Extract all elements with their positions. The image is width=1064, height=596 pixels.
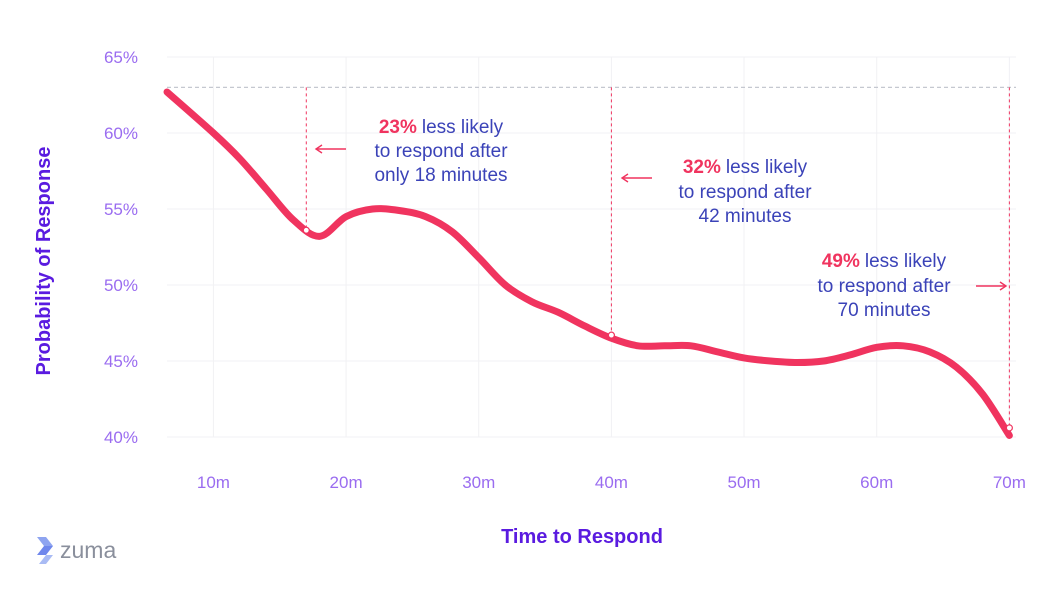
y-tick-label: 50% [104,276,138,295]
zuma-logo-icon [37,537,53,564]
annotation-1-arrow [314,144,346,154]
annotation-1-line1-text: 23% less likely [379,117,504,138]
annotation-3: 49% less likely to respond after 70 minut… [817,251,1008,321]
annotation-3-line2: to respond after [817,276,951,297]
annotation-3-arrow [976,281,1008,291]
annotation-2: 32% less likely to respond after 42 minut… [620,157,812,227]
x-tick-label: 60m [860,473,893,492]
annotation-1-line2: to respond after [374,141,508,162]
annotation-3-line3: 70 minutes [838,300,931,321]
annotation-marker-1 [302,226,310,234]
zuma-logo: zuma [37,537,116,564]
annotation-3-pct: 49% [822,251,860,272]
y-tick-label: 60% [104,124,138,143]
x-tick-label: 70m [993,473,1026,492]
annotation-2-arrow [620,173,652,183]
y-axis-ticks: 65% 60% 55% 50% 45% 40% [104,48,138,447]
y-tick-label: 65% [104,48,138,67]
y-tick-label: 55% [104,200,138,219]
annotation-2-line1: less likely [726,157,808,178]
zuma-logo-text: zuma [60,537,116,563]
series-line [163,88,1013,439]
x-tick-label: 40m [595,473,628,492]
annotation-3-line1: less likely [865,251,947,272]
annotation-1-line3: only 18 minutes [374,165,507,186]
annotation-marker-2 [607,331,615,339]
annotation-2-line1-text: 32% less likely [683,157,808,178]
x-axis-ticks: 10m 20m 30m 40m 50m 60m 70m [197,473,1026,492]
annotation-2-line2: to respond after [678,182,812,203]
x-tick-label: 10m [197,473,230,492]
annotation-marker-3 [1005,424,1013,432]
grid [167,56,1016,438]
annotation-2-line3: 42 minutes [699,206,792,227]
annotation-3-line1-text: 49% less likely [822,251,947,272]
x-axis-label: Time to Respond [501,526,663,548]
x-tick-label: 20m [330,473,363,492]
x-tick-label: 30m [462,473,495,492]
annotation-1-pct: 23% [379,117,417,138]
y-axis-label: Probability of Response [33,147,55,376]
annotation-1: 23% less likely to respond after only 18 … [314,117,508,186]
annotation-guides [305,87,1010,428]
y-tick-label: 40% [104,428,138,447]
annotation-1-line1: less likely [422,117,504,138]
annotation-2-pct: 32% [683,157,721,178]
x-tick-label: 50m [728,473,761,492]
y-tick-label: 45% [104,352,138,371]
annotation-markers [302,226,1013,432]
